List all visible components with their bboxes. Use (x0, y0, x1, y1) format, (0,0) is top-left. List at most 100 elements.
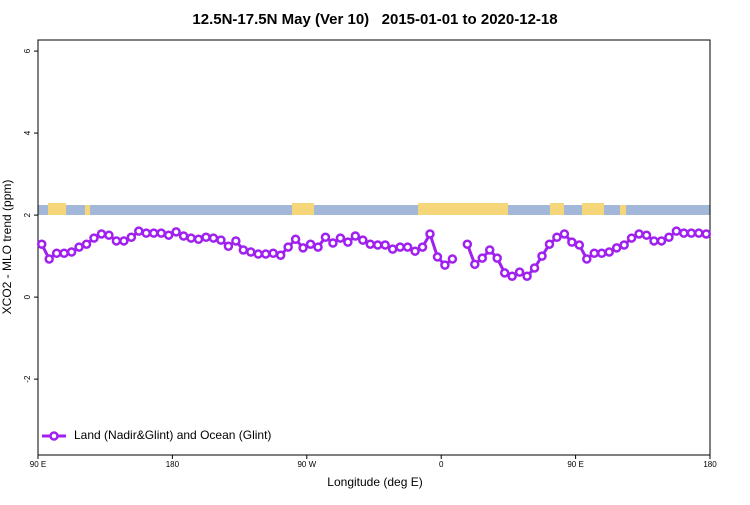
point (440, 260, 450, 270)
point (417, 242, 428, 252)
point (559, 229, 570, 239)
point (664, 232, 674, 242)
map-band (38, 203, 710, 215)
point (246, 247, 256, 257)
point (275, 250, 286, 261)
x-tick-label: 90 W (297, 460, 316, 469)
point (574, 240, 585, 250)
x-tick-label: 0 (439, 460, 444, 469)
point (223, 241, 234, 252)
point (89, 233, 99, 243)
point (604, 247, 614, 257)
point (425, 229, 435, 239)
ocean-band (38, 205, 710, 215)
point (507, 271, 517, 281)
point (335, 233, 346, 243)
point (552, 232, 562, 242)
point (163, 230, 174, 240)
point (484, 245, 495, 255)
y-tick-label: 4 (23, 130, 32, 135)
point (260, 249, 271, 259)
point (208, 233, 219, 243)
point (694, 228, 704, 238)
point (402, 242, 413, 252)
point (671, 226, 682, 236)
point (74, 242, 84, 252)
y-tick-label: 6 (23, 48, 32, 53)
point (492, 253, 502, 263)
point (171, 227, 181, 237)
point (410, 246, 420, 256)
point (380, 240, 390, 250)
y-tick-label: 2 (23, 212, 32, 217)
point (649, 236, 659, 246)
point (238, 245, 249, 255)
point (148, 228, 159, 238)
point (253, 249, 264, 259)
point (365, 239, 376, 249)
point (567, 237, 577, 247)
point (626, 233, 637, 243)
chart-title: 12.5N-17.5N May (Ver 10) 2015-01-01 to 2… (192, 11, 557, 28)
point (283, 242, 293, 252)
point (582, 254, 592, 264)
point (611, 243, 622, 253)
legend-marker (49, 431, 59, 441)
point (231, 236, 241, 246)
point (589, 248, 600, 258)
point (432, 252, 443, 262)
point (350, 231, 361, 241)
point (529, 263, 540, 273)
point (537, 251, 547, 261)
x-tick-label: 180 (703, 460, 717, 469)
point (59, 248, 69, 258)
point (499, 268, 510, 278)
point (387, 244, 398, 254)
point (141, 228, 152, 238)
point (656, 236, 667, 246)
point (111, 236, 122, 246)
x-axis-label: Longitude (deg E) (327, 475, 422, 489)
point (462, 239, 473, 249)
land-patches (48, 203, 626, 215)
legend-label: Land (Nadir&Glint) and Ocean (Glint) (74, 428, 271, 442)
point (126, 232, 137, 242)
point (305, 239, 316, 249)
point (36, 239, 47, 249)
point (470, 259, 480, 270)
point (447, 254, 458, 264)
point (193, 234, 204, 245)
point (358, 235, 368, 245)
point (186, 233, 196, 243)
point (477, 253, 488, 263)
point (514, 267, 525, 277)
point (328, 238, 338, 248)
point (544, 239, 555, 249)
y-tick-label: 0 (23, 294, 32, 299)
x-tick-label: 90 E (567, 460, 583, 469)
y-axis-label: XCO2 - MLO trend (ppm) (0, 180, 14, 315)
point (522, 271, 532, 281)
point (313, 242, 323, 252)
point (298, 243, 308, 253)
x-tick-label: 90 E (30, 460, 46, 469)
point (395, 242, 405, 252)
point (96, 229, 107, 239)
point (178, 231, 189, 241)
point (201, 232, 211, 242)
point (634, 229, 644, 239)
point (51, 248, 62, 258)
point (81, 239, 92, 249)
x-tick-label: 180 (166, 460, 180, 469)
y-tick-label: -2 (23, 375, 32, 383)
point (104, 230, 114, 240)
point (156, 228, 166, 238)
point (134, 226, 144, 236)
point (66, 247, 77, 257)
point (596, 248, 607, 258)
plot-frame (37, 39, 711, 456)
point (119, 236, 129, 246)
point (320, 232, 331, 242)
point (372, 240, 383, 250)
